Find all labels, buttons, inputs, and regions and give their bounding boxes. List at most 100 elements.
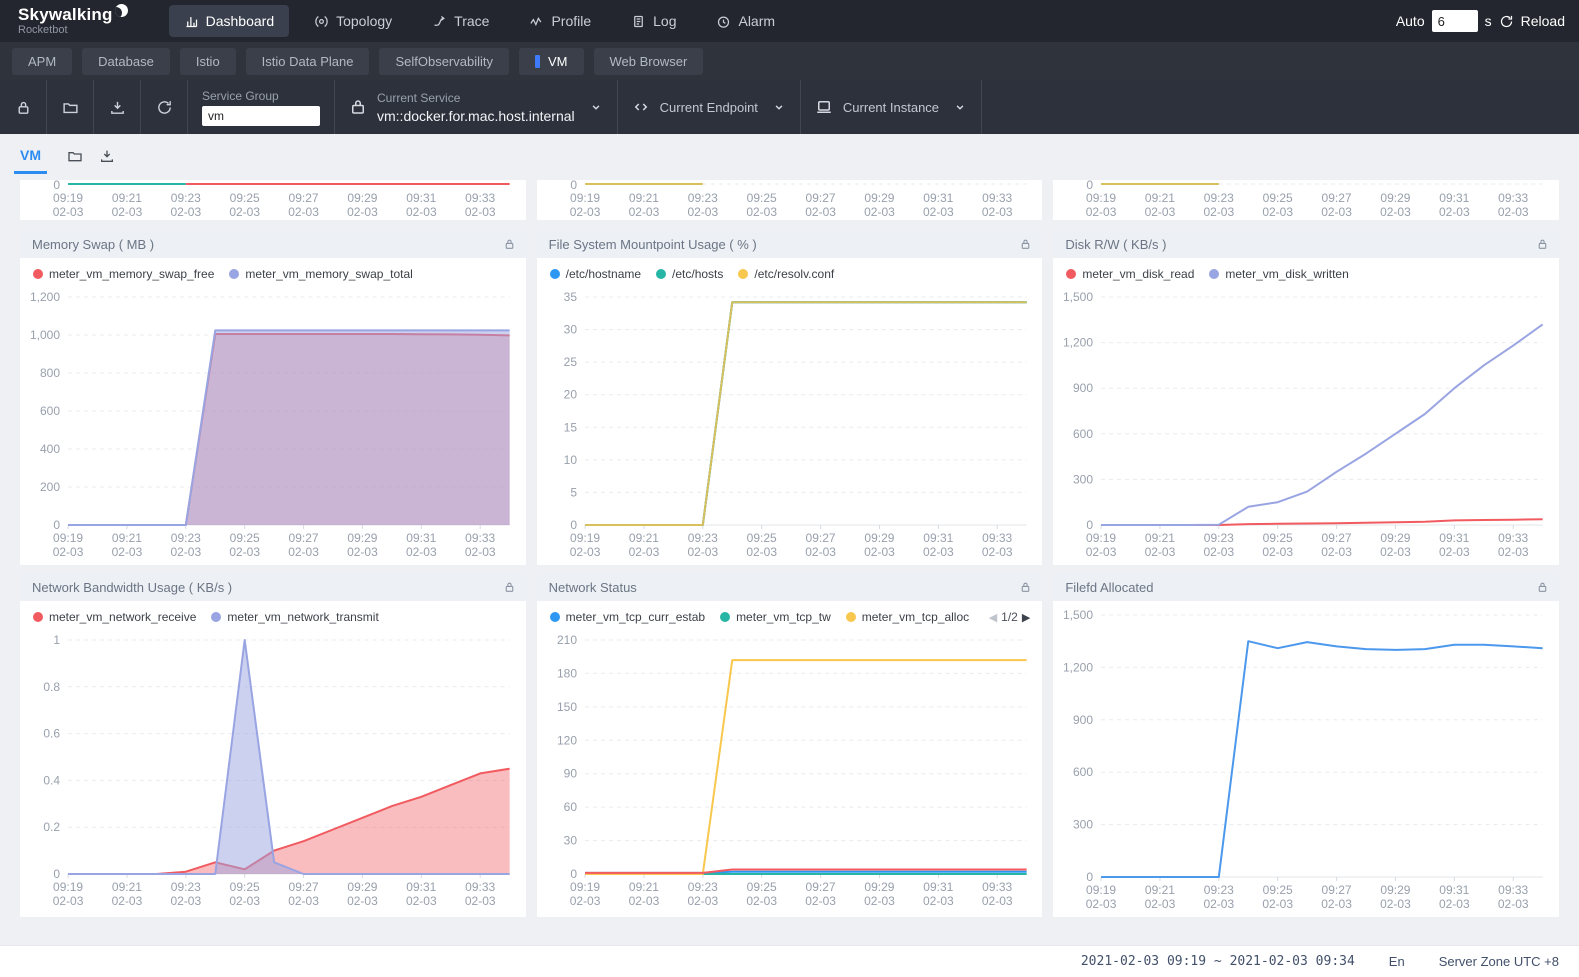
tab-web-browser[interactable]: Web Browser xyxy=(594,48,704,75)
service-group-input[interactable] xyxy=(202,106,320,126)
legend-item[interactable]: meter_vm_disk_written xyxy=(1209,267,1348,281)
svg-text:09:33: 09:33 xyxy=(1499,883,1529,897)
subtab-icons xyxy=(67,148,115,174)
svg-text:0: 0 xyxy=(570,518,577,532)
legend-item[interactable]: /etc/resolv.conf xyxy=(738,267,834,281)
tab-vm[interactable]: VM xyxy=(519,48,584,75)
svg-text:02-03: 02-03 xyxy=(1322,545,1353,559)
current-endpoint-select[interactable]: Current Endpoint xyxy=(618,80,800,134)
legend-item[interactable]: meter_vm_tcp_curr_estab xyxy=(550,610,705,624)
svg-text:0: 0 xyxy=(1087,870,1094,884)
panel-lock-button[interactable] xyxy=(1019,580,1032,594)
svg-text:400: 400 xyxy=(40,442,60,456)
partial-chart[interactable]: 009:1902-0309:2102-0309:2302-0309:2502-0… xyxy=(537,180,1043,220)
nav-item-profile[interactable]: Profile xyxy=(514,5,606,37)
panel-title: Memory Swap ( MB ) xyxy=(32,237,154,252)
download-icon[interactable] xyxy=(99,148,115,164)
svg-text:02-03: 02-03 xyxy=(628,205,659,219)
server-zone-label[interactable]: Server Zone UTC +8 xyxy=(1439,954,1559,969)
selector-toolbar: Service Group Current Service vm::docker… xyxy=(0,80,1579,134)
legend-item[interactable]: /etc/hosts xyxy=(656,267,723,281)
svg-text:02-03: 02-03 xyxy=(347,205,378,219)
folder-icon[interactable] xyxy=(67,148,83,164)
network-bandwidth-chart[interactable]: 00.20.40.60.8109:1902-0309:2102-0309:230… xyxy=(20,626,526,914)
network-status-chart[interactable]: 030609012015018021009:1902-0309:2102-030… xyxy=(537,626,1043,914)
lock-icon xyxy=(1019,580,1032,594)
svg-text:09:25: 09:25 xyxy=(1263,531,1293,545)
svg-text:02-03: 02-03 xyxy=(347,545,378,559)
svg-text:600: 600 xyxy=(1073,427,1093,441)
nav-item-alarm[interactable]: Alarm xyxy=(701,5,790,37)
nav-item-topology[interactable]: Topology xyxy=(299,5,407,37)
nav-item-dashboard[interactable]: Dashboard xyxy=(169,5,290,37)
download-icon xyxy=(109,99,126,116)
panel-lock-button[interactable] xyxy=(1019,237,1032,251)
chart-grid-top: 009:1902-0309:2102-0309:2302-0309:2502-0… xyxy=(20,180,1559,220)
auto-label: Auto xyxy=(1396,13,1425,29)
legend-item[interactable]: meter_vm_tcp_tw xyxy=(720,610,831,624)
tab-istio[interactable]: Istio xyxy=(180,48,236,75)
chart-grid-row2: Network Bandwidth Usage ( KB/s ) meter_v… xyxy=(20,573,1559,917)
reload-label[interactable]: Reload xyxy=(1521,13,1565,29)
sync-button[interactable] xyxy=(141,80,187,134)
partial-chart[interactable]: 009:1902-0309:2102-0309:2302-0309:2502-0… xyxy=(20,180,526,220)
language-toggle[interactable]: En xyxy=(1389,954,1405,969)
chart-panel-partial[interactable]: 009:1902-0309:2102-0309:2302-0309:2502-0… xyxy=(20,180,526,220)
svg-text:02-03: 02-03 xyxy=(1145,205,1176,219)
export-button[interactable] xyxy=(94,80,140,134)
nav-item-trace[interactable]: Trace xyxy=(417,5,504,37)
partial-chart[interactable]: 009:1902-0309:2102-0309:2302-0309:2502-0… xyxy=(1053,180,1559,220)
panel-header: Filefd Allocated xyxy=(1053,573,1559,601)
panel-title: Disk R/W ( KB/s ) xyxy=(1065,237,1166,252)
current-instance-select[interactable]: Current Instance xyxy=(801,80,981,134)
legend-item[interactable]: meter_vm_network_receive xyxy=(33,610,196,624)
svg-text:02-03: 02-03 xyxy=(1380,545,1411,559)
memory-swap-chart[interactable]: 02004006008001,0001,20009:1902-0309:2102… xyxy=(20,283,526,565)
svg-text:02-03: 02-03 xyxy=(1498,205,1529,219)
svg-text:600: 600 xyxy=(40,404,60,418)
chart-panel-partial[interactable]: 009:1902-0309:2102-0309:2302-0309:2502-0… xyxy=(1053,180,1559,220)
legend-item[interactable]: meter_vm_network_transmit xyxy=(211,610,378,624)
legend-item[interactable]: meter_vm_memory_swap_free xyxy=(33,267,214,281)
panel-lock-button[interactable] xyxy=(1536,237,1549,251)
svg-text:02-03: 02-03 xyxy=(112,545,143,559)
legend-next-icon[interactable]: ▶ xyxy=(1022,611,1030,624)
tab-apm[interactable]: APM xyxy=(12,48,72,75)
auto-interval-input[interactable] xyxy=(1432,10,1478,32)
filesystem-usage-chart[interactable]: 0510152025303509:1902-0309:2102-0309:230… xyxy=(537,283,1043,565)
legend-item[interactable]: meter_vm_tcp_alloc xyxy=(846,610,969,624)
brand-logo[interactable]: Skywalking Rocketbot xyxy=(18,6,128,36)
svg-text:09:29: 09:29 xyxy=(1381,191,1411,205)
tab-database[interactable]: Database xyxy=(82,48,170,75)
nav-item-log[interactable]: Log xyxy=(616,5,691,37)
chart-panel-partial[interactable]: 009:1902-0309:2102-0309:2302-0309:2502-0… xyxy=(537,180,1043,220)
nav-right-controls: Auto s Reload xyxy=(1396,10,1565,32)
disk-rw-chart[interactable]: 03006009001,2001,50009:1902-0309:2102-03… xyxy=(1053,283,1559,565)
svg-text:02-03: 02-03 xyxy=(864,894,895,908)
legend-item[interactable]: meter_vm_memory_swap_total xyxy=(229,267,412,281)
tab-selfobservability[interactable]: SelfObservability xyxy=(379,48,509,75)
svg-text:0: 0 xyxy=(1087,518,1094,532)
svg-text:09:27: 09:27 xyxy=(1322,191,1352,205)
svg-text:02-03: 02-03 xyxy=(112,894,143,908)
legend-dot-icon xyxy=(550,612,560,622)
subtab-vm[interactable]: VM xyxy=(14,147,47,174)
legend-prev-icon[interactable]: ◀ xyxy=(989,611,997,624)
reload-icon[interactable] xyxy=(1499,14,1514,29)
filefd-allocated-chart[interactable]: 03006009001,2001,50009:1902-0309:2102-03… xyxy=(1053,601,1559,917)
panel-lock-button[interactable] xyxy=(503,237,516,251)
tab-istio-data-plane[interactable]: Istio Data Plane xyxy=(246,48,370,75)
svg-text:09:19: 09:19 xyxy=(570,531,600,545)
legend-item[interactable]: meter_vm_disk_read xyxy=(1066,267,1194,281)
current-endpoint-label: Current Endpoint xyxy=(660,100,758,115)
time-range-picker[interactable]: 2021-02-03 09:19 ~ 2021-02-03 09:34 xyxy=(1081,954,1355,969)
legend-item[interactable]: /etc/hostname xyxy=(550,267,641,281)
lock-button[interactable] xyxy=(0,80,46,134)
svg-text:02-03: 02-03 xyxy=(406,545,437,559)
nav-label: Dashboard xyxy=(206,13,275,29)
folder-button[interactable] xyxy=(47,80,93,134)
current-service-select[interactable]: Current Service vm::docker.for.mac.host.… xyxy=(335,80,617,134)
panel-lock-button[interactable] xyxy=(503,580,516,594)
panel-lock-button[interactable] xyxy=(1536,580,1549,594)
svg-text:02-03: 02-03 xyxy=(923,545,954,559)
